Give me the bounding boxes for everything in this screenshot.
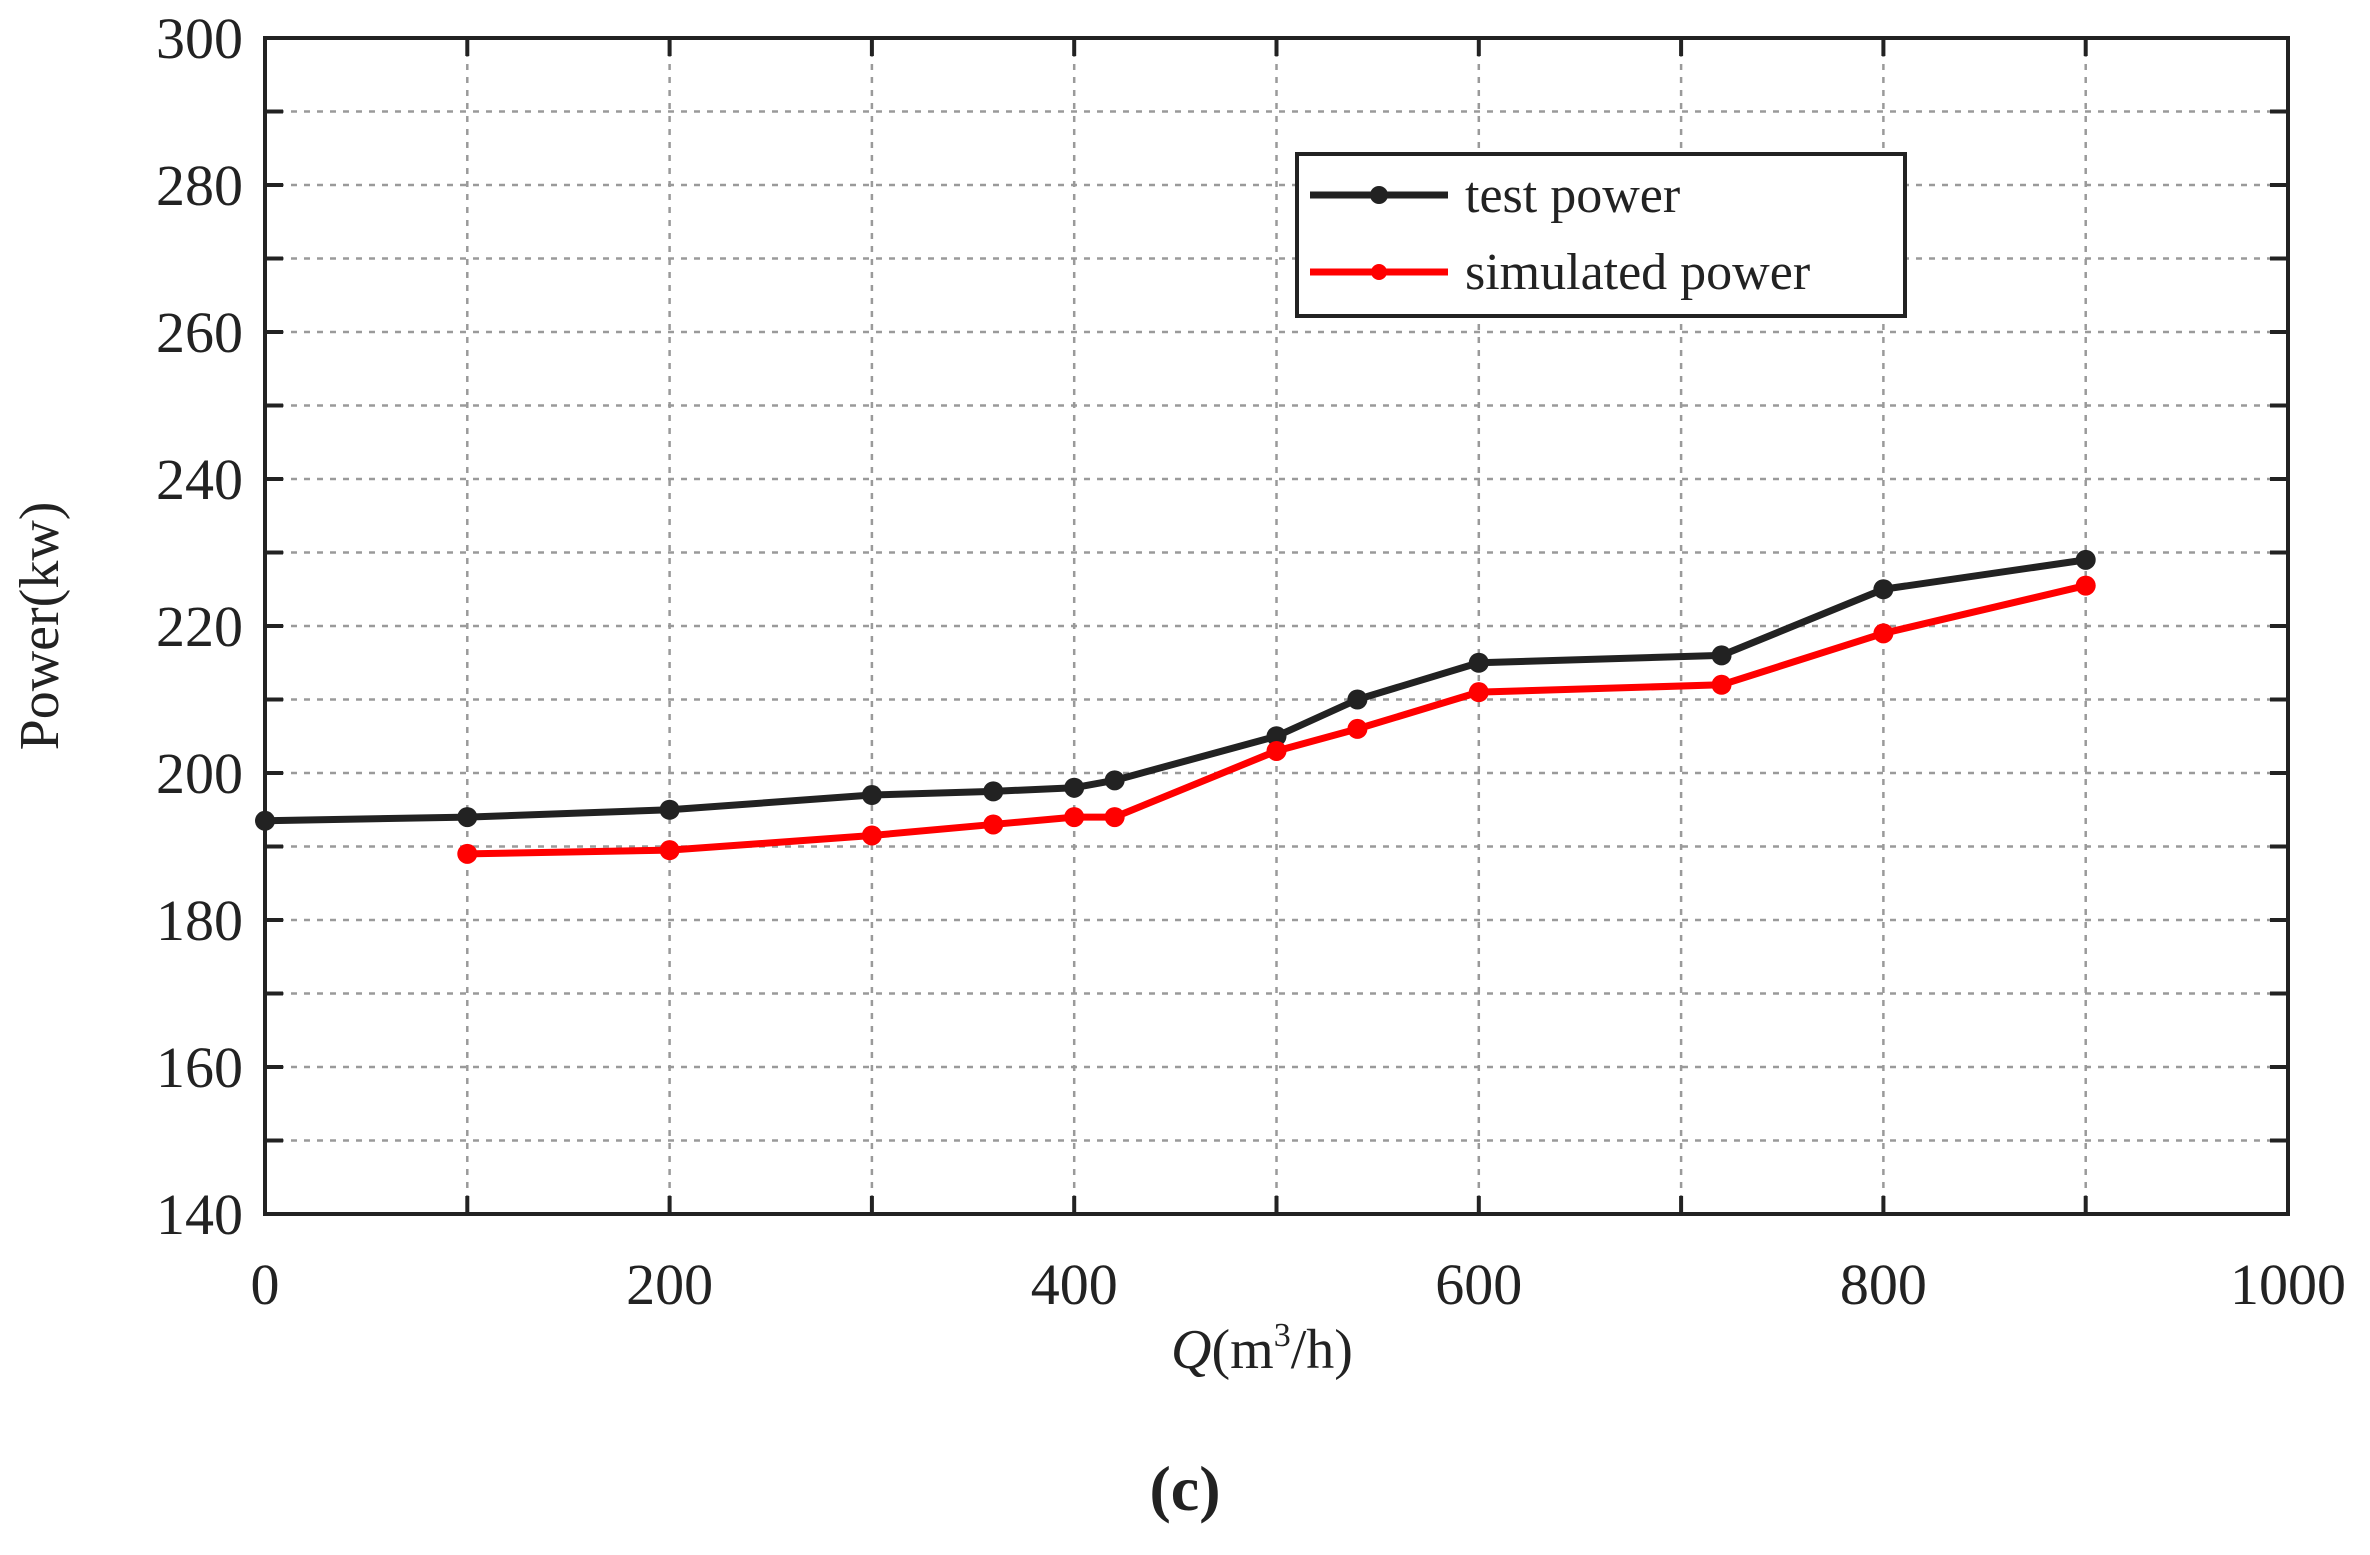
- test-power-point: [457, 807, 478, 828]
- legend-label-test: test power: [1465, 167, 1680, 224]
- y-tick-label: 200: [156, 741, 243, 806]
- x-tick-label: 1000: [2230, 1252, 2346, 1317]
- simulated-power-point: [659, 840, 680, 861]
- legend-marker-simulated: [1371, 264, 1387, 280]
- x-axis-title: Q(m3/h): [1171, 1317, 1353, 1381]
- test-power-point: [1104, 770, 1125, 791]
- panel-label: (c): [1149, 1453, 1220, 1524]
- test-power-point: [1468, 652, 1489, 673]
- axis-ticks: [265, 38, 2288, 1214]
- y-tick-label: 240: [156, 447, 243, 512]
- x-tick-label: 800: [1840, 1252, 1927, 1317]
- simulated-power-point: [1347, 718, 1368, 739]
- x-tick-label: 200: [626, 1252, 713, 1317]
- y-tick-label: 280: [156, 153, 243, 218]
- tick-labels: 0 200 400 600 800 1000 140 160 180 200 220 240 260 28…: [156, 6, 2346, 1317]
- test-power-point: [1873, 579, 1894, 600]
- simulated-power-point: [1873, 623, 1894, 644]
- legend-marker-test: [1370, 186, 1388, 204]
- test-power-point: [659, 799, 680, 820]
- test-power-point: [1347, 689, 1368, 710]
- simulated-power-line: [467, 582, 2087, 858]
- x-tick-label: 0: [251, 1252, 280, 1317]
- test-power-point: [861, 785, 882, 806]
- legend: test power simulated power: [1295, 152, 1907, 318]
- test-power-point: [983, 781, 1004, 802]
- y-tick-label: 140: [156, 1182, 243, 1247]
- x-tick-label: 600: [1435, 1252, 1522, 1317]
- simulated-power-point: [2075, 575, 2096, 596]
- simulated-power-point: [1104, 807, 1125, 828]
- test-power-point: [255, 810, 275, 831]
- y-tick-label: 260: [156, 300, 243, 365]
- x-tick-label: 400: [1031, 1252, 1118, 1317]
- simulated-power-point: [1468, 682, 1489, 703]
- simulated-power-point: [983, 814, 1004, 835]
- simulated-power-point: [1266, 740, 1287, 761]
- simulated-power-point: [457, 843, 478, 864]
- legend-label-simulated: simulated power: [1465, 244, 1810, 301]
- test-power-point: [1064, 777, 1085, 798]
- test-power-point: [2075, 549, 2096, 570]
- y-axis-title: Power(kw): [9, 502, 71, 751]
- y-tick-label: 300: [156, 6, 243, 71]
- y-tick-label: 180: [156, 888, 243, 953]
- plot-frame: [263, 36, 2290, 1216]
- y-tick-label: 160: [156, 1035, 243, 1100]
- legend-box: [1295, 152, 1907, 318]
- test-power-point: [1266, 726, 1287, 747]
- simulated-power-point: [1064, 807, 1085, 828]
- y-tick-label: 220: [156, 594, 243, 659]
- simulated-power-point: [861, 825, 882, 846]
- test-power-point: [1711, 645, 1732, 666]
- series: [255, 549, 2096, 864]
- simulated-power-point: [1711, 674, 1732, 695]
